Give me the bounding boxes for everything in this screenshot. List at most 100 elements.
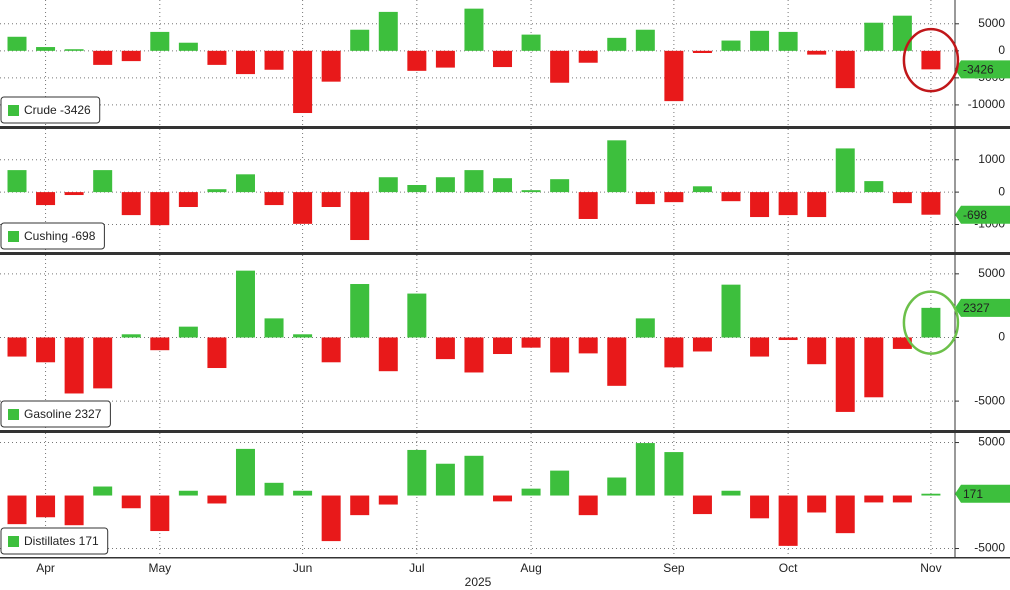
bar — [778, 31, 798, 51]
bar — [407, 184, 427, 193]
bar — [93, 170, 113, 193]
x-tick-label: Sep — [663, 561, 685, 575]
bar — [36, 337, 56, 363]
y-tick-label: 5000 — [978, 435, 1005, 449]
value-label: -698 — [963, 208, 987, 222]
legend-label: Cushing -698 — [24, 229, 96, 243]
bar — [550, 50, 570, 83]
bar — [207, 495, 227, 504]
bar — [521, 190, 541, 193]
bar — [435, 177, 455, 193]
y-tick-label: 0 — [998, 330, 1005, 344]
x-tick-label: May — [148, 561, 171, 575]
y-tick-label: 5000 — [978, 16, 1005, 30]
bar — [921, 493, 941, 496]
bar — [207, 189, 227, 193]
bar — [64, 192, 84, 196]
bar — [93, 337, 113, 389]
legend-swatch — [8, 536, 19, 547]
legend-label: Crude -3426 — [24, 103, 91, 117]
x-tick-label: Oct — [779, 561, 798, 575]
bar — [378, 337, 398, 372]
value-label: -3426 — [963, 63, 994, 77]
bar — [121, 50, 141, 62]
value-tag — [955, 205, 1010, 224]
panel-separator — [0, 557, 1010, 559]
bar — [493, 178, 513, 193]
bar — [778, 495, 798, 546]
bar — [835, 495, 855, 534]
bar — [607, 37, 627, 51]
bar — [293, 490, 313, 496]
bar — [864, 337, 884, 398]
bar — [493, 337, 513, 355]
bar — [807, 50, 827, 55]
bar — [750, 192, 770, 218]
bar — [835, 337, 855, 412]
bar — [435, 463, 455, 496]
bar — [578, 337, 598, 354]
bar — [7, 36, 27, 51]
bar — [493, 495, 513, 502]
bar — [864, 22, 884, 51]
bar — [121, 334, 141, 338]
bar — [892, 15, 912, 51]
bar — [635, 443, 655, 496]
y-tick-label: 0 — [998, 43, 1005, 57]
bar — [635, 29, 655, 51]
x-tick-label: Aug — [520, 561, 541, 575]
bar — [378, 177, 398, 193]
bar — [178, 490, 198, 496]
bar — [607, 140, 627, 193]
bar — [493, 50, 513, 68]
y-tick-label: 0 — [998, 184, 1005, 198]
bar — [207, 50, 227, 65]
bar — [350, 29, 370, 51]
value-tag — [955, 484, 1010, 503]
bar — [692, 50, 712, 53]
legend-label: Gasoline 2327 — [24, 407, 102, 421]
bar — [264, 318, 284, 338]
highlight-circle — [902, 27, 960, 93]
y-tick-label: -5000 — [974, 541, 1005, 555]
bar — [150, 192, 170, 226]
bar — [235, 448, 255, 496]
bar — [778, 192, 798, 216]
bar — [664, 50, 684, 102]
bar — [178, 192, 198, 208]
y-tick-label: -10000 — [968, 97, 1006, 111]
bar — [121, 495, 141, 509]
y-tick-label: -5000 — [974, 393, 1005, 407]
bar — [407, 50, 427, 71]
bar — [7, 337, 27, 357]
bar — [464, 8, 484, 51]
legend-box — [0, 400, 111, 428]
bar — [150, 337, 170, 351]
panel-separator — [0, 252, 1010, 255]
bar — [864, 181, 884, 193]
bar — [407, 293, 427, 338]
bar — [293, 334, 313, 338]
bar — [350, 284, 370, 338]
legend-box — [0, 222, 105, 250]
bar — [807, 495, 827, 513]
x-tick-label: Apr — [36, 561, 55, 575]
bar — [578, 50, 598, 63]
value-label: 2327 — [963, 301, 990, 315]
bar — [264, 50, 284, 70]
legend-label: Distillates 171 — [24, 534, 99, 548]
bar — [807, 337, 827, 365]
bar — [835, 50, 855, 89]
bar — [378, 495, 398, 505]
bar — [464, 337, 484, 373]
bar — [64, 49, 84, 51]
bar — [264, 482, 284, 496]
legend-swatch — [8, 409, 19, 420]
panel-separator — [0, 126, 1010, 129]
bar — [521, 488, 541, 496]
legend-swatch — [8, 105, 19, 116]
bar — [36, 192, 56, 206]
bar — [264, 192, 284, 206]
bar — [435, 337, 455, 360]
bar — [892, 495, 912, 503]
